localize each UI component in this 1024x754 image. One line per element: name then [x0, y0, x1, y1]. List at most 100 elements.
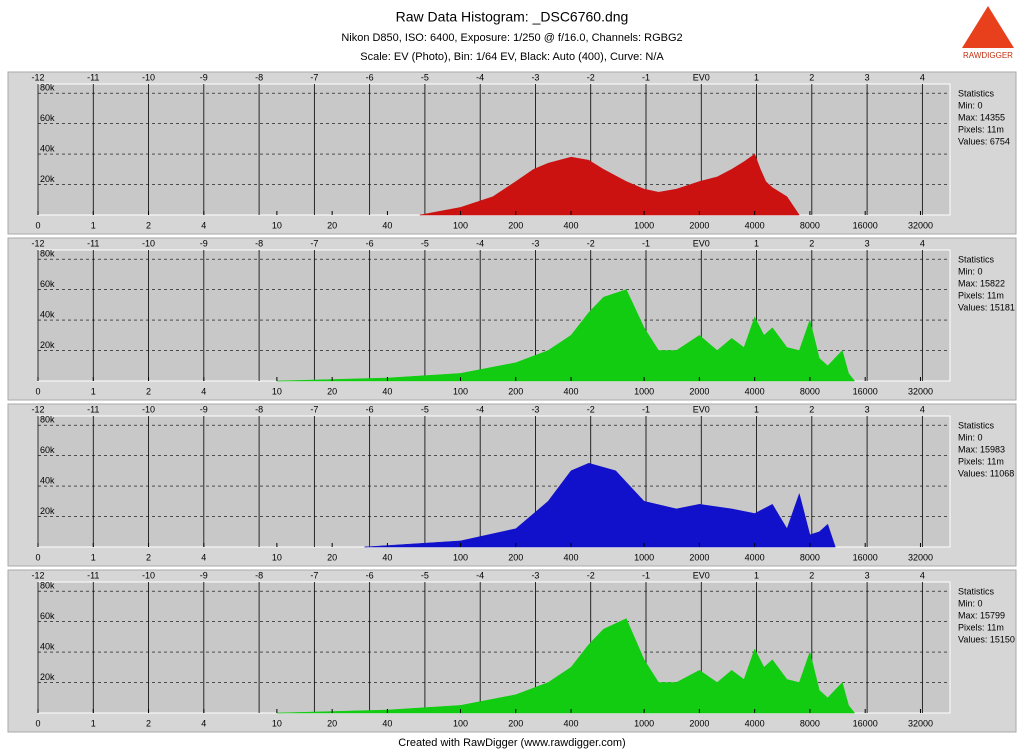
- x2-tick-label: 3: [865, 72, 870, 82]
- x2-tick-label: -6: [366, 570, 374, 580]
- stats-line: Min: 0: [958, 266, 983, 276]
- stats-line: Pixels: 11m: [958, 124, 1004, 134]
- y-tick-label: 80k: [40, 83, 55, 93]
- stats-line: Statistics: [958, 254, 995, 264]
- x2-tick-label: -1: [642, 72, 650, 82]
- x-tick-label: 10: [272, 220, 282, 230]
- x-tick-label: 2: [146, 386, 151, 396]
- x2-tick-label: 4: [920, 72, 925, 82]
- x-tick-label: 40: [382, 220, 392, 230]
- stats-line: Values: 11068: [958, 468, 1014, 478]
- stats-line: Max: 15822: [958, 278, 1005, 288]
- x2-tick-label: EV0: [693, 72, 710, 82]
- x-tick-label: 100: [453, 220, 468, 230]
- x-tick-label: 1000: [634, 220, 654, 230]
- x-tick-label: 100: [453, 718, 468, 728]
- x-tick-label: 40: [382, 552, 392, 562]
- x2-tick-label: -10: [142, 404, 155, 414]
- x-tick-label: 8000: [800, 220, 820, 230]
- x2-tick-label: -8: [255, 570, 263, 580]
- x2-tick-label: 2: [809, 72, 814, 82]
- x-tick-label: 16000: [853, 718, 878, 728]
- x-tick-label: 32000: [908, 718, 933, 728]
- stats-line: Pixels: 11m: [958, 456, 1004, 466]
- x2-tick-label: -7: [310, 238, 318, 248]
- x-tick-label: 20: [327, 552, 337, 562]
- x2-tick-label: 4: [920, 404, 925, 414]
- x-tick-label: 4000: [745, 220, 765, 230]
- x-tick-label: 4: [201, 220, 206, 230]
- x-tick-label: 16000: [853, 220, 878, 230]
- x-tick-label: 20: [327, 220, 337, 230]
- x-tick-label: 4000: [745, 552, 765, 562]
- x2-tick-label: 3: [865, 238, 870, 248]
- x2-tick-label: -1: [642, 238, 650, 248]
- x2-tick-label: -3: [531, 238, 539, 248]
- stats-line: Values: 15181: [958, 302, 1015, 312]
- stats-line: Statistics: [958, 88, 995, 98]
- x2-tick-label: 2: [809, 570, 814, 580]
- x2-tick-label: -7: [310, 404, 318, 414]
- x-tick-label: 1: [91, 552, 96, 562]
- x2-tick-label: -11: [87, 238, 99, 248]
- x-tick-label: 1000: [634, 386, 654, 396]
- x-tick-label: 400: [564, 552, 579, 562]
- x2-tick-label: 2: [809, 404, 814, 414]
- footer: Created with RawDigger (www.rawdigger.co…: [398, 737, 625, 749]
- stats-line: Max: 15799: [958, 610, 1005, 620]
- x-tick-label: 20: [327, 386, 337, 396]
- x2-tick-label: -12: [31, 72, 44, 82]
- x-tick-label: 16000: [853, 552, 878, 562]
- x2-tick-label: -12: [31, 570, 44, 580]
- x-tick-label: 40: [382, 718, 392, 728]
- x2-tick-label: EV0: [693, 570, 710, 580]
- x2-tick-label: -9: [200, 404, 208, 414]
- x2-tick-label: -3: [531, 404, 539, 414]
- x-tick-label: 2000: [689, 220, 709, 230]
- x-tick-label: 0: [35, 718, 40, 728]
- x2-tick-label: -7: [310, 72, 318, 82]
- x-tick-label: 1000: [634, 552, 654, 562]
- x-tick-label: 1: [91, 220, 96, 230]
- x-tick-label: 40: [382, 386, 392, 396]
- logo-text: RAWDIGGER: [963, 51, 1013, 60]
- x-tick-label: 100: [453, 552, 468, 562]
- x2-tick-label: -5: [421, 404, 429, 414]
- x-tick-label: 8000: [800, 552, 820, 562]
- x2-tick-label: -11: [87, 72, 99, 82]
- histogram-area: [364, 462, 836, 548]
- x2-tick-label: 3: [865, 404, 870, 414]
- title: Raw Data Histogram: _DSC6760.dng: [396, 9, 629, 25]
- x-tick-label: 2000: [689, 718, 709, 728]
- x-tick-label: 2: [146, 220, 151, 230]
- x2-tick-label: -5: [421, 570, 429, 580]
- x2-tick-label: 1: [754, 238, 759, 248]
- x2-tick-label: -3: [531, 570, 539, 580]
- x-tick-label: 4000: [745, 386, 765, 396]
- y-tick-label: 60k: [40, 279, 55, 289]
- x2-tick-label: -9: [200, 570, 208, 580]
- x-tick-label: 200: [508, 718, 523, 728]
- x2-tick-label: 4: [920, 570, 925, 580]
- stats-line: Pixels: 11m: [958, 290, 1004, 300]
- stats-line: Statistics: [958, 420, 995, 430]
- x2-tick-label: -5: [421, 72, 429, 82]
- x2-tick-label: -2: [587, 72, 595, 82]
- y-tick-label: 40k: [40, 475, 55, 485]
- logo-triangle: [962, 6, 1014, 48]
- x-tick-label: 16000: [853, 386, 878, 396]
- x2-tick-label: -10: [142, 72, 155, 82]
- x2-tick-label: 1: [754, 404, 759, 414]
- y-tick-label: 80k: [40, 415, 55, 425]
- y-tick-label: 60k: [40, 113, 55, 123]
- subtitle: Nikon D850, ISO: 6400, Exposure: 1/250 @…: [341, 32, 682, 44]
- stats-line: Min: 0: [958, 598, 983, 608]
- x2-tick-label: -11: [87, 570, 99, 580]
- x2-tick-label: 1: [754, 570, 759, 580]
- x2-tick-label: -9: [200, 238, 208, 248]
- plot-area: [37, 83, 951, 216]
- x2-tick-label: -4: [476, 72, 484, 82]
- y-tick-label: 20k: [40, 174, 55, 184]
- x-tick-label: 8000: [800, 386, 820, 396]
- x-tick-label: 4: [201, 552, 206, 562]
